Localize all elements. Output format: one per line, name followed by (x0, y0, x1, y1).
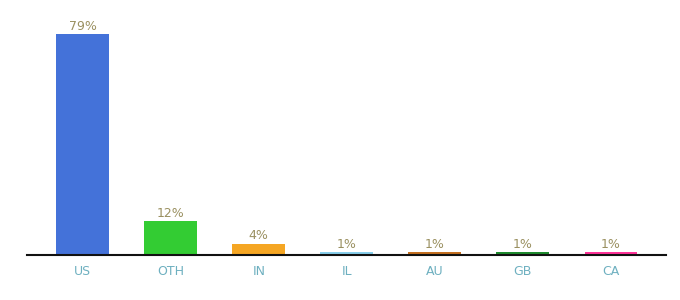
Bar (496, 252, 549, 255)
Text: 79%: 79% (69, 20, 97, 33)
Bar (320, 252, 373, 255)
Text: 1%: 1% (513, 238, 533, 251)
Text: 12%: 12% (157, 207, 184, 220)
Text: 1%: 1% (337, 238, 357, 251)
Bar (144, 221, 197, 255)
Bar (409, 252, 461, 255)
Bar (56, 34, 109, 255)
Bar (233, 244, 285, 255)
Text: 1%: 1% (425, 238, 445, 251)
Text: 4%: 4% (249, 230, 269, 242)
Bar (585, 252, 637, 255)
Text: 1%: 1% (601, 238, 621, 251)
